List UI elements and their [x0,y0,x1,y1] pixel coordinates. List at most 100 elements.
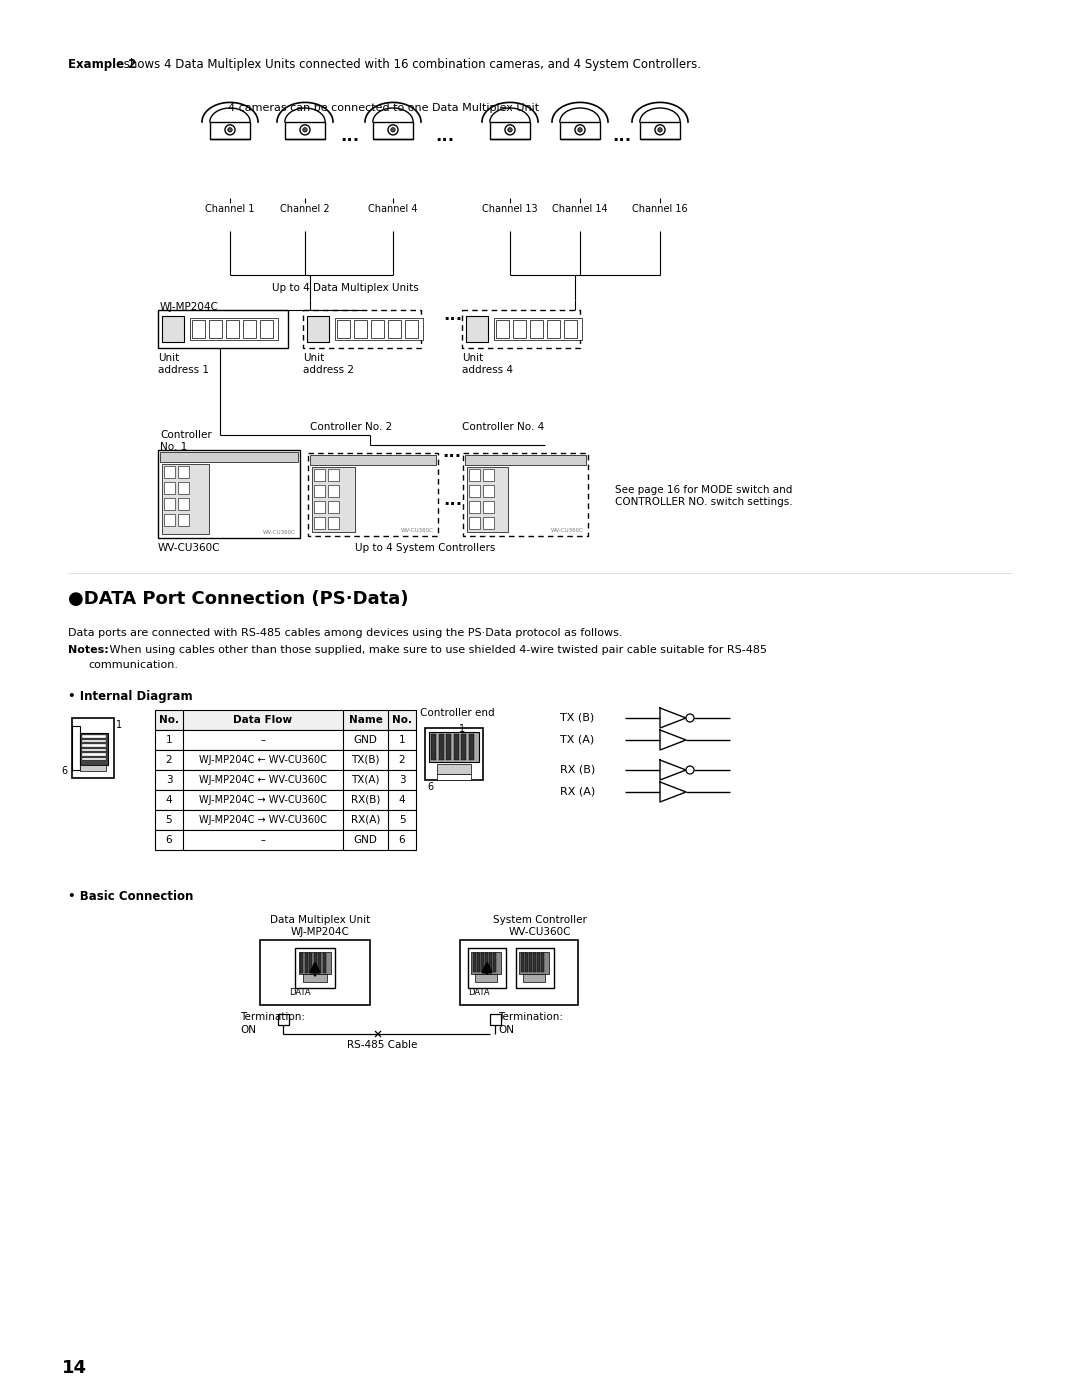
Text: Controller No. 4: Controller No. 4 [462,422,544,432]
Bar [308,453,438,536]
Bar [467,467,508,532]
Bar [489,953,492,972]
Bar [534,953,536,972]
Bar [299,951,330,974]
Bar [541,953,544,972]
Text: ON: ON [498,1025,514,1035]
Circle shape [686,714,694,722]
Text: Unit
address 1: Unit address 1 [158,353,210,374]
Bar [164,467,175,478]
Bar [160,453,298,462]
Text: See page 16 for MODE switch and
CONTROLLER NO. switch settings.: See page 16 for MODE switch and CONTROLL… [615,485,793,507]
Bar [354,320,367,338]
Text: Termination:: Termination: [240,1011,305,1023]
Ellipse shape [508,127,512,133]
Text: 6: 6 [62,766,68,775]
Bar [178,482,189,495]
Bar [469,485,480,497]
Bar [388,320,401,338]
Text: 3: 3 [165,775,173,785]
Bar [164,482,175,495]
Bar [295,949,335,988]
Circle shape [165,321,181,337]
Circle shape [535,482,567,514]
Bar [156,789,416,810]
Text: WV-CU360C: WV-CU360C [551,528,584,534]
Bar [465,316,488,342]
Text: • Internal Diagram: • Internal Diagram [68,690,192,703]
Text: WJ-MP204C → WV-CU360C: WJ-MP204C → WV-CU360C [199,795,327,805]
Text: RX(A): RX(A) [351,814,380,826]
Bar [164,514,175,527]
Text: 5: 5 [399,814,405,826]
Text: Notes:: Notes: [68,645,109,655]
Text: WJ-MP204C: WJ-MP204C [160,302,219,312]
Bar [516,949,554,988]
Bar [513,320,526,338]
Text: 14: 14 [62,1359,87,1377]
Bar [162,464,210,534]
Bar [373,122,414,138]
Text: TX(B): TX(B) [351,754,380,766]
Text: RS-485 Cable: RS-485 Cable [347,1039,417,1051]
Bar [178,467,189,478]
Bar [243,320,256,338]
Text: Controller No. 2: Controller No. 2 [310,422,392,432]
Text: 1: 1 [165,735,173,745]
Text: Termination:: Termination: [498,1011,563,1023]
Circle shape [235,476,280,521]
Text: No.: No. [159,715,179,725]
Text: Controller
No. 1: Controller No. 1 [160,430,212,451]
Bar [323,953,325,972]
Bar [190,319,278,339]
Bar [310,455,436,465]
Bar [158,450,300,538]
Circle shape [242,482,273,514]
Bar [156,770,416,789]
Text: WJ-MP204C ← WV-CU360C: WJ-MP204C ← WV-CU360C [199,754,327,766]
Text: Name: Name [349,715,382,725]
Bar [72,726,80,770]
Circle shape [252,492,264,504]
Bar [437,764,471,774]
Text: TX (B): TX (B) [561,712,594,724]
Bar [537,953,540,972]
Ellipse shape [578,127,582,133]
Bar [454,733,459,760]
Bar [82,739,106,742]
Bar [426,728,483,780]
Bar [156,810,416,830]
Text: ...: ... [612,127,632,145]
Bar [164,497,175,510]
Bar [82,749,106,752]
Text: 5: 5 [165,814,173,826]
Text: 2: 2 [165,754,173,766]
Bar [178,514,189,527]
Text: Channel 14: Channel 14 [552,204,608,214]
Bar [431,733,436,760]
Bar [473,953,476,972]
Bar [156,830,416,849]
Bar [178,497,189,510]
Bar [300,953,303,972]
Bar [429,732,480,761]
Bar [438,733,444,760]
Text: Channel 4: Channel 4 [368,204,418,214]
Bar [481,953,484,972]
Text: Example 2: Example 2 [68,59,136,71]
Text: 2: 2 [399,754,405,766]
Bar [192,320,205,338]
Bar [530,320,543,338]
Bar [226,320,239,338]
Text: 6: 6 [165,835,173,845]
Bar [285,122,325,138]
Bar [465,455,586,465]
Bar [469,502,480,513]
Text: Unit
address 4: Unit address 4 [462,353,513,374]
Text: WJ-MP204C → WV-CU360C: WJ-MP204C → WV-CU360C [199,814,327,826]
Text: 1: 1 [116,719,122,731]
Bar [437,774,471,780]
Ellipse shape [228,127,232,133]
Bar [483,469,494,481]
Circle shape [473,326,481,332]
